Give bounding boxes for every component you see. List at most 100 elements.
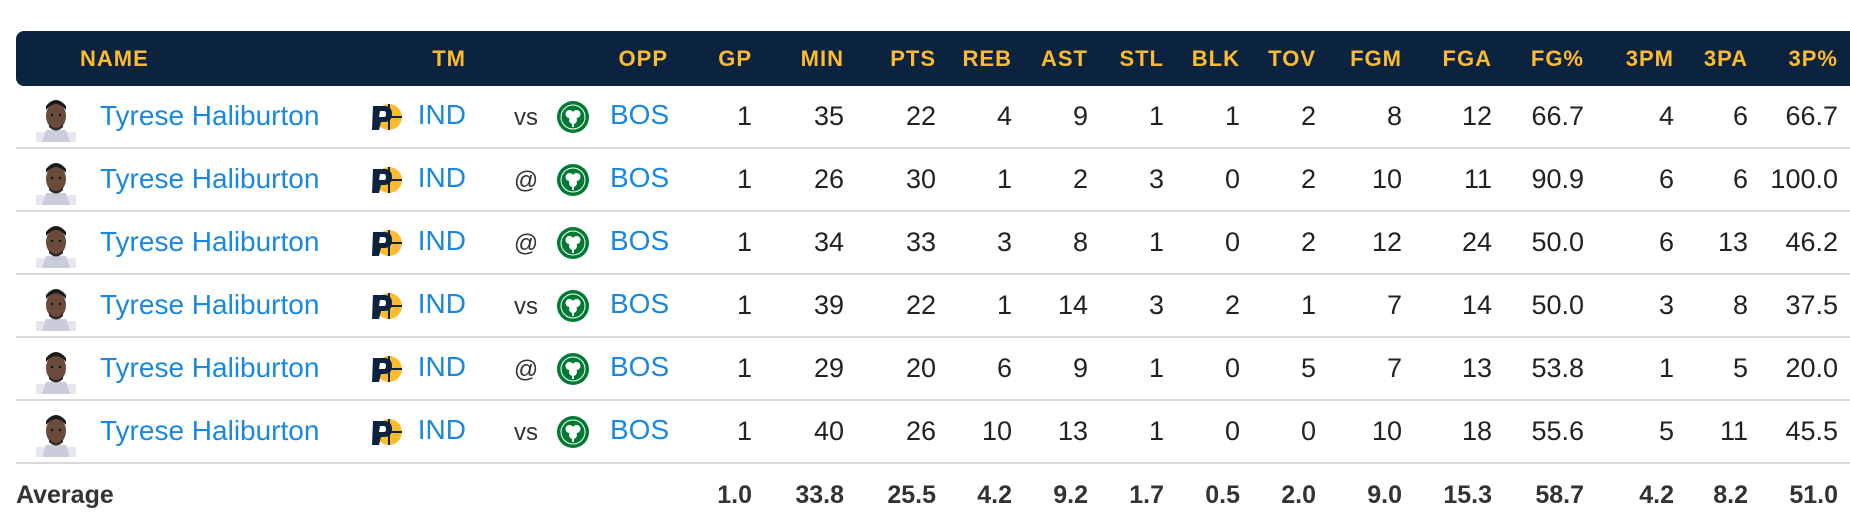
avg-reb: 4.2 (977, 480, 1012, 509)
celtics-logo-icon (557, 352, 589, 385)
fg-pct-value: 66.7 (1492, 86, 1584, 149)
celtics-logo-icon (557, 100, 589, 133)
opponent-cell: BOS (556, 274, 674, 338)
player-name-link[interactable]: Tyrese Haliburton (100, 352, 320, 383)
pacers-logo-icon (371, 418, 402, 445)
celtics-logo-icon (557, 163, 589, 196)
player-headshot-icon (36, 163, 76, 205)
blk-value: 0 (1164, 211, 1240, 275)
game-location: @ (513, 230, 539, 257)
min-value: 29 (752, 337, 844, 401)
fgm-value: 10 (1316, 148, 1402, 212)
player-cell: Tyrese Haliburton (16, 148, 356, 212)
blk-value: 0 (1164, 400, 1240, 464)
col-header-min[interactable]: MIN (800, 45, 844, 71)
team-link[interactable]: IND (417, 414, 466, 446)
fgm-value: 8 (1316, 86, 1402, 149)
team-cell: IND (356, 211, 496, 275)
fga-value: 18 (1402, 400, 1492, 464)
avg-stl: 1.7 (1129, 480, 1164, 509)
min-value: 39 (752, 274, 844, 338)
table-body: Tyrese Haliburton IND vs BOS 1 3 5 (16, 86, 1850, 526)
ast-value: 8 (1012, 211, 1088, 275)
game-log-table: NAME TM OPP GP MIN PTS REB AST STL BLK T… (16, 31, 1850, 526)
3p-pct-value: 20.0 (1748, 337, 1850, 401)
opponent-link[interactable]: BOS (610, 351, 670, 383)
fga-value: 14 (1402, 274, 1492, 338)
table-row: Tyrese Haliburton IND vs BOS 1 40 (16, 400, 1850, 464)
opponent-link[interactable]: BOS (610, 99, 670, 131)
tov-value: 0 (1240, 400, 1316, 464)
game-location: @ (513, 167, 539, 194)
reb-value: 6 (936, 337, 1012, 401)
tov-value: 5 (1240, 337, 1316, 401)
col-header-3pm[interactable]: 3PM (1625, 45, 1674, 71)
blk-value: 1 (1164, 86, 1240, 149)
ast-value: 14 (1012, 274, 1088, 338)
fg-pct-value: 50.0 (1492, 274, 1584, 338)
opponent-link[interactable]: BOS (610, 414, 670, 446)
pacers-logo-icon (371, 166, 402, 193)
game-location: @ (513, 356, 539, 383)
avg-3pa: 8.2 (1713, 480, 1748, 509)
player-name-link[interactable]: Tyrese Haliburton (100, 163, 320, 194)
fga-value: 12 (1402, 86, 1492, 149)
min-value: 34 (752, 211, 844, 275)
col-header-3p-pct[interactable]: 3P% (1788, 45, 1838, 71)
player-cell: Tyrese Haliburton (16, 400, 356, 464)
avg-min: 33.8 (795, 480, 844, 509)
col-header-reb[interactable]: REB (962, 45, 1012, 71)
pts-value: 22 (844, 274, 936, 338)
opponent-link[interactable]: BOS (610, 162, 670, 194)
player-name-link[interactable]: Tyrese Haliburton (100, 100, 320, 131)
team-link[interactable]: IND (417, 162, 466, 194)
col-header-name[interactable]: NAME (80, 45, 149, 71)
3pm-value: 4 (1584, 86, 1674, 149)
col-header-3pa[interactable]: 3PA (1703, 45, 1748, 71)
col-header-stl[interactable]: STL (1119, 45, 1164, 71)
location-cell: vs (496, 274, 556, 338)
col-header-pts[interactable]: PTS (890, 45, 936, 71)
col-header-tm[interactable]: TM (432, 45, 466, 71)
fg-pct-value: 55.6 (1492, 400, 1584, 464)
col-header-opp[interactable]: OPP (618, 45, 668, 71)
gp-value: 1 (674, 148, 752, 212)
stl-value: 1 (1088, 86, 1164, 149)
pts-value: 20 (844, 337, 936, 401)
player-headshot-icon (36, 415, 76, 457)
3p-pct-value: 100.0 (1748, 148, 1850, 212)
avg-pts: 25.5 (887, 480, 936, 509)
avg-fgm: 9.0 (1367, 480, 1402, 509)
team-cell: IND (356, 400, 496, 464)
col-header-gp[interactable]: GP (718, 45, 752, 71)
table-header: NAME TM OPP GP MIN PTS REB AST STL BLK T… (16, 31, 1850, 86)
3pa-value: 6 (1674, 148, 1748, 212)
reb-value: 1 (936, 274, 1012, 338)
col-header-fg-pct[interactable]: FG% (1530, 45, 1584, 71)
col-header-ast[interactable]: AST (1041, 45, 1088, 71)
col-header-fga[interactable]: FGA (1442, 45, 1492, 71)
col-header-tov[interactable]: TOV (1268, 45, 1316, 71)
opponent-cell: BOS (556, 86, 674, 149)
team-link[interactable]: IND (417, 288, 466, 320)
reb-value: 10 (936, 400, 1012, 464)
3pa-value: 5 (1674, 337, 1748, 401)
col-header-blk[interactable]: BLK (1191, 45, 1240, 71)
player-name-link[interactable]: Tyrese Haliburton (100, 415, 320, 446)
stl-value: 3 (1088, 274, 1164, 338)
pts-value: 30 (844, 148, 936, 212)
team-link[interactable]: IND (417, 99, 466, 131)
blk-value: 2 (1164, 274, 1240, 338)
opponent-link[interactable]: BOS (610, 288, 670, 320)
opponent-link[interactable]: BOS (610, 225, 670, 257)
col-header-fgm[interactable]: FGM (1350, 45, 1402, 71)
team-link[interactable]: IND (417, 225, 466, 257)
fgm-value: 7 (1316, 274, 1402, 338)
team-link[interactable]: IND (417, 351, 466, 383)
tov-value: 2 (1240, 86, 1316, 149)
player-name-link[interactable]: Tyrese Haliburton (100, 289, 320, 320)
tov-value: 2 (1240, 148, 1316, 212)
player-name-link[interactable]: Tyrese Haliburton (100, 226, 320, 257)
ast-value: 13 (1012, 400, 1088, 464)
